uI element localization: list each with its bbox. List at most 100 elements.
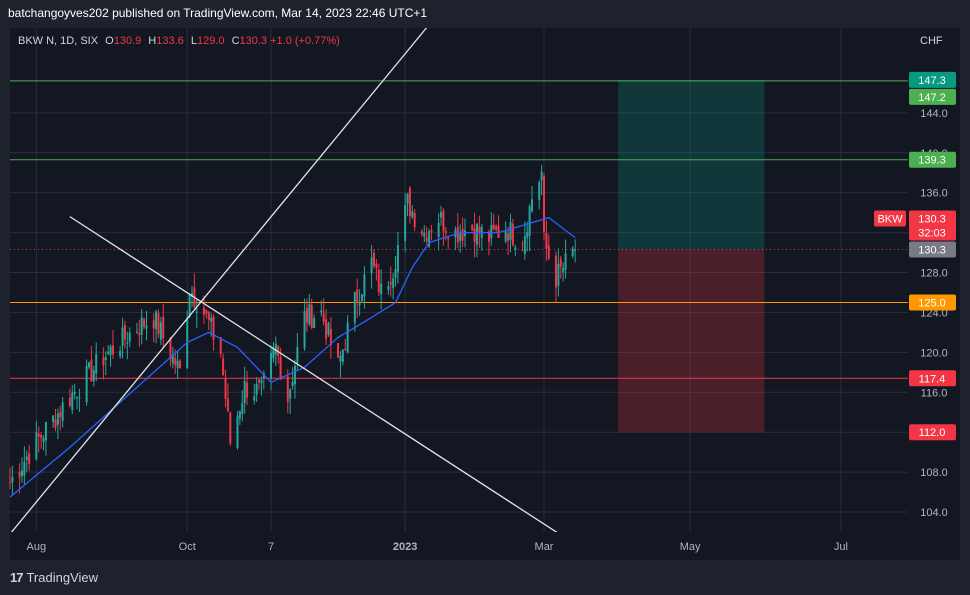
candle-body: [210, 317, 213, 322]
candle-body: [23, 461, 26, 476]
candle-body: [119, 350, 122, 357]
symbol-line: BKW N, 1D, SIX: [18, 35, 99, 47]
time-tick-label: 7: [268, 541, 274, 553]
position-profit-zone: [618, 79, 765, 250]
trend-line: [10, 28, 428, 532]
price-tick-label: 144.0: [920, 108, 948, 120]
candle-body: [56, 413, 59, 425]
candle-body: [339, 355, 342, 362]
candle-body: [226, 398, 229, 411]
candle-body: [329, 329, 332, 345]
candle-body: [387, 286, 390, 290]
candle-body: [107, 351, 110, 354]
close-value: 130.3: [239, 35, 268, 47]
candle-body: [207, 312, 210, 321]
candle-body: [8, 481, 12, 483]
candle-body: [440, 212, 443, 218]
candle-body: [305, 307, 308, 323]
candle-body: [456, 226, 459, 243]
candle-body: [291, 381, 294, 386]
candle-body: [104, 357, 107, 361]
candle-body: [279, 356, 282, 380]
candle-body: [71, 392, 74, 411]
candle-body: [353, 292, 356, 323]
candle-body: [25, 456, 28, 460]
candle-body: [35, 432, 38, 460]
candle-body: [372, 252, 375, 266]
candle-body: [174, 357, 177, 365]
price-axis-area[interactable]: [908, 28, 960, 532]
price-tick-label: 108.0: [920, 467, 948, 479]
candle-body: [54, 419, 57, 428]
change-value: +1.0 (+0.77%): [270, 35, 340, 47]
candle-body: [428, 231, 431, 247]
candle-body: [44, 422, 47, 441]
candle-body: [430, 230, 433, 233]
candle-body: [246, 382, 249, 398]
candle-body: [320, 310, 323, 313]
candle-body: [171, 354, 174, 364]
trend-line: [69, 216, 558, 532]
time-axis-area[interactable]: [10, 532, 960, 560]
symbol-tag-text: BKW: [877, 214, 903, 226]
candle-body: [272, 348, 275, 359]
candle-body: [521, 250, 524, 252]
current-price-text: 130.3: [918, 214, 946, 226]
price-tick-label: 136.0: [920, 188, 948, 200]
candle-body: [377, 269, 380, 293]
currency-label[interactable]: CHF: [920, 35, 943, 47]
candle-body: [111, 345, 114, 355]
price-label-box: [909, 294, 956, 311]
candle-body: [73, 391, 76, 395]
low-label: L: [190, 35, 197, 47]
tradingview-logo-icon: 17: [10, 570, 24, 585]
candle-body: [492, 224, 495, 230]
time-tick-label: Jul: [834, 541, 848, 553]
candle-body: [18, 471, 21, 478]
long-position-tool[interactable]: [618, 79, 765, 433]
candle-body: [52, 415, 55, 422]
candle-body: [88, 362, 91, 368]
candle-body: [559, 258, 562, 267]
candle-body: [176, 360, 179, 369]
time-tick-label: Mar: [535, 541, 554, 553]
candle-body: [547, 245, 550, 259]
candle-body: [411, 211, 414, 217]
candle-body: [258, 379, 261, 383]
candle-body: [454, 229, 457, 238]
horizontal-levels[interactable]: [10, 80, 908, 379]
candle-body: [296, 346, 299, 364]
candle-body: [188, 294, 191, 317]
candle-body: [442, 210, 445, 232]
tradingview-logo[interactable]: 17 TradingView: [10, 570, 98, 585]
time-tick-label: Aug: [27, 541, 47, 553]
candle-body: [243, 380, 246, 404]
price-labels: 147.3147.2139.3132.1130.3125.0117.4112.0…: [874, 71, 956, 441]
candle-body: [337, 343, 340, 358]
candle-body: [253, 396, 256, 401]
candle-body: [162, 316, 165, 339]
candle-body: [490, 224, 493, 239]
tradingview-logo-text: TradingView: [26, 570, 99, 585]
candle-body: [327, 323, 330, 335]
candle-body: [260, 380, 263, 384]
chart-plot-area: [10, 28, 908, 532]
candle-body: [461, 228, 464, 241]
candle-body: [143, 318, 146, 327]
candle-body: [236, 416, 239, 448]
candlestick-series: [8, 164, 577, 495]
price-label-text: 147.2: [918, 92, 946, 104]
candle-body: [509, 221, 512, 241]
candle-body: [123, 325, 126, 340]
trend-lines[interactable]: [10, 13, 587, 552]
candle-body: [358, 303, 361, 306]
candle-body: [270, 352, 273, 379]
time-tick-label: May: [680, 541, 701, 553]
candle-body: [109, 346, 112, 356]
candle-body: [392, 278, 395, 289]
candle-body: [514, 247, 517, 250]
candle-body: [545, 233, 548, 249]
candle-body: [389, 282, 392, 285]
price-label-box: [909, 71, 956, 88]
